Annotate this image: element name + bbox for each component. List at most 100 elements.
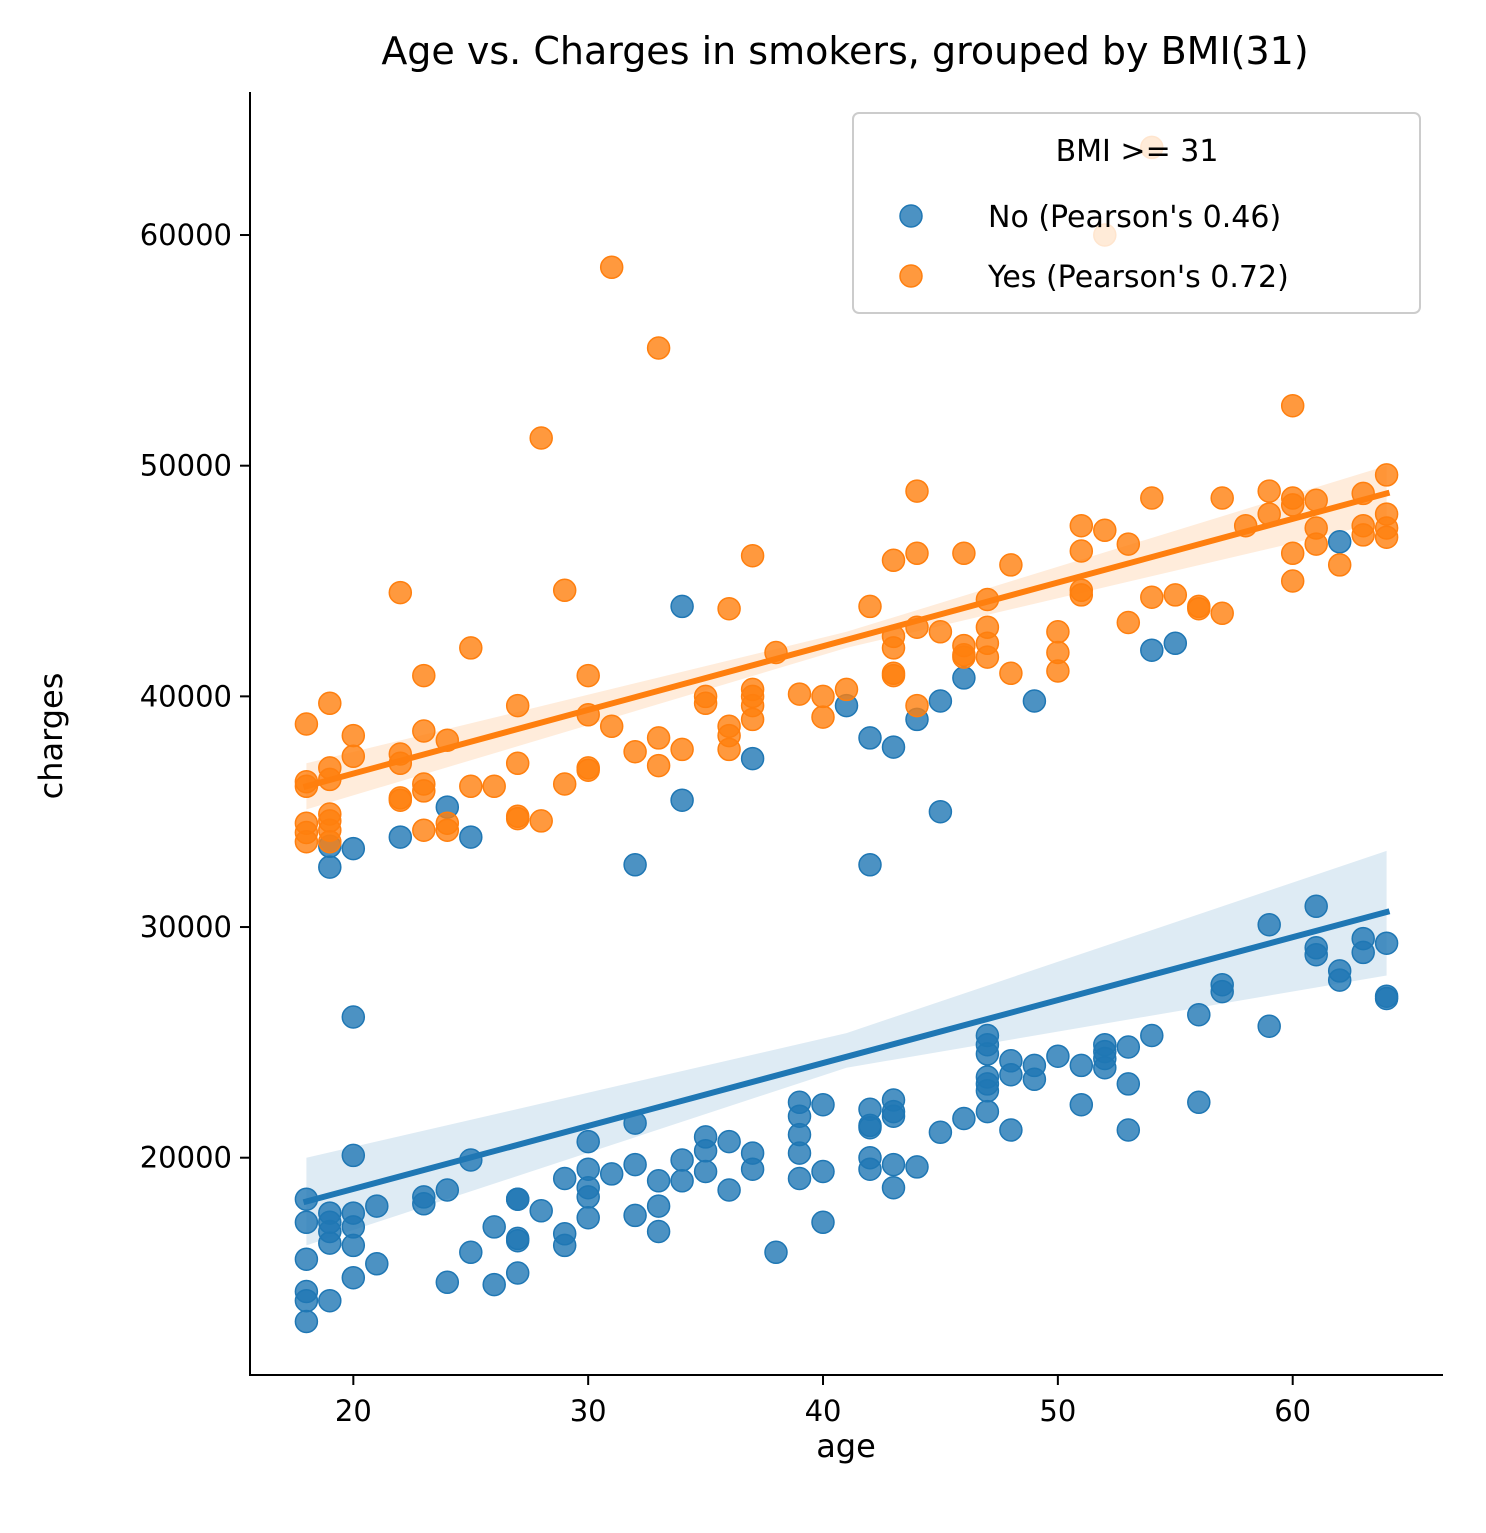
point-no xyxy=(1351,940,1375,965)
y-tick-label: 60000 xyxy=(140,218,232,252)
point-no xyxy=(740,746,765,771)
point-yes xyxy=(881,636,906,660)
point-no xyxy=(646,1219,671,1244)
point-yes xyxy=(834,677,859,702)
point-no xyxy=(764,1240,788,1265)
fit-line-no xyxy=(302,908,1391,1206)
point-yes xyxy=(881,663,906,688)
point-no xyxy=(717,1129,741,1154)
point-yes xyxy=(858,594,882,619)
point-no xyxy=(1140,1023,1164,1048)
x-tick-label: 60 xyxy=(1274,1394,1311,1428)
x-tick-label: 20 xyxy=(335,1394,372,1428)
point-no xyxy=(670,594,694,619)
point-yes xyxy=(952,541,976,566)
point-yes xyxy=(1304,532,1328,556)
point-yes xyxy=(576,758,600,782)
point-no xyxy=(1187,1002,1211,1027)
point-no xyxy=(505,1261,530,1285)
point-yes xyxy=(1351,523,1375,547)
point-no xyxy=(505,1228,530,1253)
legend-label-no: No (Pearson's 0.46) xyxy=(988,200,1281,235)
point-yes xyxy=(1046,659,1070,683)
point-no xyxy=(670,1148,694,1172)
legend-marker-yes xyxy=(899,264,923,288)
point-yes xyxy=(482,774,506,799)
point-yes xyxy=(1116,532,1141,556)
point-no xyxy=(646,1169,671,1193)
data-points xyxy=(294,135,1399,1334)
point-yes xyxy=(412,779,436,803)
point-yes xyxy=(999,661,1023,686)
point-no xyxy=(1069,1092,1094,1117)
point-yes xyxy=(717,737,741,762)
point-no xyxy=(975,1079,1000,1103)
point-no xyxy=(318,1288,342,1313)
legend-box xyxy=(852,112,1421,314)
point-no xyxy=(881,1175,906,1200)
point-no xyxy=(881,735,906,759)
point-no xyxy=(740,1157,765,1181)
point-no xyxy=(482,1272,506,1297)
point-no xyxy=(341,836,366,861)
point-yes xyxy=(599,714,624,739)
point-yes xyxy=(1374,525,1399,549)
point-no xyxy=(646,1194,671,1218)
point-yes xyxy=(905,693,929,718)
y-axis-label: charges xyxy=(32,673,70,800)
point-no xyxy=(1140,638,1164,662)
point-no xyxy=(693,1159,718,1184)
y-ticks: 20000 30000 40000 50000 60000 xyxy=(140,218,250,1175)
point-no xyxy=(1116,1035,1141,1059)
point-yes xyxy=(1069,513,1094,538)
point-yes xyxy=(388,580,413,605)
point-no xyxy=(294,1288,319,1313)
point-yes xyxy=(341,723,366,748)
point-no xyxy=(318,855,342,879)
point-no xyxy=(318,1231,342,1255)
point-no xyxy=(294,1210,319,1235)
point-yes xyxy=(318,829,342,854)
point-no xyxy=(670,788,694,812)
point-no xyxy=(1304,894,1328,919)
ci-band-no xyxy=(306,850,1387,1246)
point-yes xyxy=(881,548,906,573)
point-no xyxy=(1022,689,1047,713)
point-yes xyxy=(412,719,436,743)
point-no xyxy=(952,1106,976,1131)
point-yes xyxy=(646,726,671,750)
point-yes xyxy=(740,543,765,568)
regression-lines xyxy=(302,489,1391,1206)
point-yes xyxy=(552,578,577,603)
point-no xyxy=(365,1252,389,1276)
point-yes xyxy=(1280,569,1305,593)
point-yes xyxy=(412,663,436,688)
point-yes xyxy=(318,691,342,716)
point-no xyxy=(928,799,953,824)
point-yes xyxy=(505,751,530,776)
point-no xyxy=(975,1099,1000,1124)
point-no xyxy=(881,1104,906,1128)
point-yes xyxy=(905,479,929,503)
point-no xyxy=(341,1143,366,1168)
point-yes xyxy=(1140,585,1164,609)
point-no xyxy=(1163,631,1188,656)
y-tick-label: 40000 xyxy=(140,679,232,713)
point-no xyxy=(576,1129,600,1154)
fit-line-yes xyxy=(302,489,1391,790)
legend-marker-no xyxy=(899,204,923,228)
confidence-bands xyxy=(306,465,1387,1246)
point-no xyxy=(552,1233,577,1258)
point-no xyxy=(623,1203,647,1228)
point-yes xyxy=(505,693,530,718)
point-yes xyxy=(1210,601,1234,626)
point-yes xyxy=(1280,541,1305,566)
point-yes xyxy=(1210,486,1234,510)
y-tick-label: 50000 xyxy=(140,449,232,483)
point-yes xyxy=(576,663,600,688)
point-yes xyxy=(717,596,741,621)
point-no xyxy=(1046,1044,1070,1068)
point-yes xyxy=(388,788,413,812)
point-yes xyxy=(905,541,929,566)
point-no xyxy=(858,726,882,750)
